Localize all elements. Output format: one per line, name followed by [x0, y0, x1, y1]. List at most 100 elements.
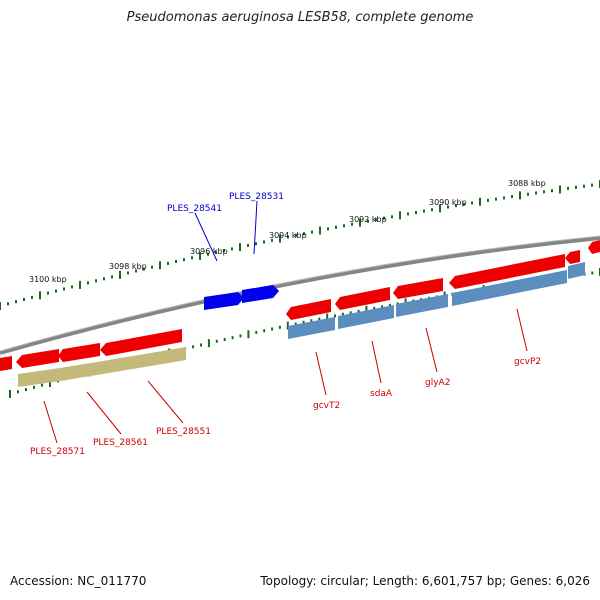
leader-line	[194, 212, 218, 262]
major-tick	[286, 321, 289, 330]
minor-tick	[183, 258, 185, 262]
major-tick	[399, 211, 401, 220]
gene-label[interactable]: PLES_28541	[167, 204, 222, 214]
minor-tick	[302, 320, 305, 324]
minor-tick	[63, 287, 65, 291]
minor-tick	[535, 191, 537, 195]
major-tick	[279, 234, 281, 243]
major-tick	[9, 390, 11, 398]
minor-tick	[455, 204, 457, 208]
minor-tick	[23, 298, 25, 301]
gene-PLES_28541[interactable]	[204, 292, 244, 310]
minor-tick	[388, 303, 391, 307]
gene-glyA2-red[interactable]	[393, 278, 443, 299]
major-tick	[199, 252, 201, 260]
gene-PLES_28571-red[interactable]	[16, 349, 59, 368]
gene-label[interactable]: glyA2	[425, 378, 450, 388]
minor-tick	[407, 212, 409, 216]
gene-label[interactable]: sdaA	[370, 389, 393, 399]
minor-tick	[303, 232, 305, 236]
major-tick	[359, 218, 361, 227]
major-tick	[319, 226, 321, 235]
major-tick	[247, 330, 250, 339]
cds-gcvP2[interactable]	[452, 270, 567, 306]
gene-red[interactable]	[565, 250, 580, 264]
minor-tick	[143, 267, 145, 271]
accession-text: Accession: NC_011770	[10, 574, 147, 588]
minor-tick	[31, 295, 33, 299]
cds-PLES_28551[interactable]	[103, 347, 186, 374]
gene-PLES_28561-red[interactable]	[58, 343, 100, 362]
gene-label[interactable]: gcvT2	[313, 401, 340, 411]
gene-label[interactable]: gcvP2	[514, 357, 541, 367]
minor-tick	[495, 197, 497, 201]
leader-line	[425, 327, 438, 373]
minor-tick	[423, 209, 425, 213]
minor-tick	[239, 334, 242, 338]
reverse-gene-track	[0, 240, 600, 371]
minor-tick	[15, 300, 17, 304]
major-tick	[559, 185, 561, 194]
major-tick	[39, 291, 41, 300]
gene-label[interactable]: PLES_28571	[30, 447, 85, 457]
minor-tick	[463, 202, 465, 206]
tick-label: 3100 kbp	[29, 275, 67, 284]
minor-tick	[391, 215, 393, 219]
minor-tick	[41, 383, 43, 387]
minor-tick	[310, 319, 313, 323]
major-tick	[79, 280, 81, 289]
minor-tick	[375, 218, 377, 222]
minor-tick	[17, 390, 19, 394]
minor-tick	[567, 186, 569, 190]
cds-glyA2[interactable]	[396, 294, 448, 317]
map-title: Pseudomonas aeruginosa LESB58, complete …	[126, 10, 474, 25]
minor-tick	[231, 247, 233, 251]
gene-gcvT2-red[interactable]	[286, 299, 331, 320]
gene-label[interactable]: PLES_28531	[229, 192, 284, 202]
gene-red-edge[interactable]	[0, 356, 12, 371]
genome-summary-text: Topology: circular; Length: 6,601,757 bp…	[260, 574, 590, 588]
gene-sdaA-red[interactable]	[335, 287, 390, 310]
gene-block[interactable]	[588, 240, 600, 254]
minor-tick	[341, 312, 344, 316]
minor-tick	[349, 311, 352, 315]
minor-tick	[7, 302, 9, 306]
minor-tick	[543, 190, 545, 194]
gene-gcvP2-red[interactable]	[449, 254, 565, 289]
cds-sdaA[interactable]	[338, 305, 394, 329]
leader-line	[43, 400, 58, 444]
major-tick	[326, 313, 329, 322]
leader-line	[315, 351, 327, 396]
tick-label: 3098 kbp	[109, 262, 147, 271]
gene-PLES_28531[interactable]	[242, 285, 279, 303]
cds-PLES_28561[interactable]	[60, 361, 103, 381]
minor-tick	[575, 185, 577, 189]
cds-gcvT2[interactable]	[288, 317, 335, 339]
tick-label: 3092 kbp	[349, 215, 387, 224]
minor-tick	[175, 260, 177, 263]
outer-tick-ring	[0, 180, 600, 310]
gene-PLES_28551-red[interactable]	[100, 329, 182, 356]
gene-label[interactable]: PLES_28561	[93, 438, 148, 448]
leader-line	[147, 380, 184, 424]
major-tick	[119, 270, 121, 279]
minor-tick	[127, 271, 129, 275]
minor-tick	[295, 233, 297, 237]
minor-tick	[334, 314, 336, 318]
minor-tick	[255, 242, 257, 246]
cds-PLES_28571[interactable]	[18, 368, 60, 387]
minor-tick	[381, 305, 384, 309]
minor-tick	[223, 338, 226, 341]
minor-tick	[591, 271, 594, 275]
minor-tick	[47, 291, 49, 295]
cds[interactable]	[568, 262, 585, 279]
tick-label: 3096 kbp	[190, 247, 228, 256]
minor-tick	[151, 265, 153, 269]
gene-label[interactable]: PLES_28551	[156, 427, 211, 437]
minor-tick	[318, 317, 321, 321]
minor-tick	[431, 208, 433, 212]
minor-tick	[135, 269, 137, 273]
minor-tick	[327, 227, 329, 231]
minor-tick	[103, 277, 105, 281]
